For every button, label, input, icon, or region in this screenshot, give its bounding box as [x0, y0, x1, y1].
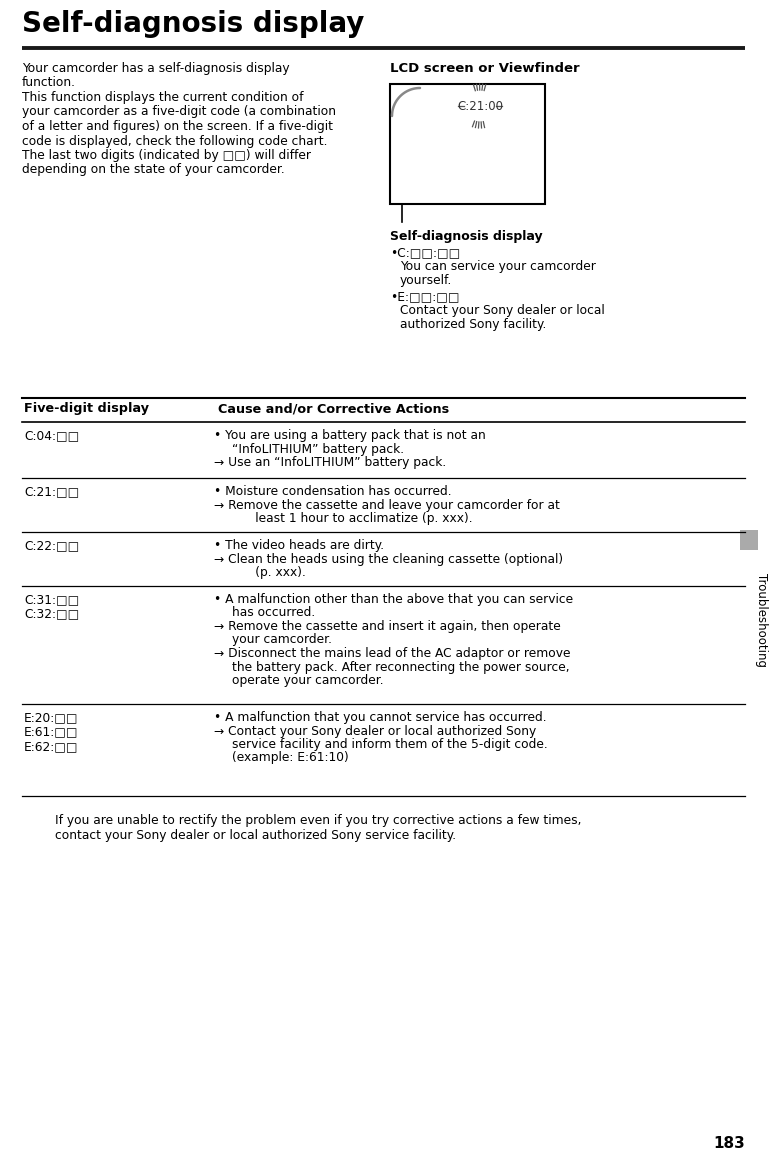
Text: • The video heads are dirty.: • The video heads are dirty.	[214, 539, 384, 552]
Text: your camcorder as a five-digit code (a combination: your camcorder as a five-digit code (a c…	[22, 105, 336, 119]
Text: The last two digits (indicated by □□) will differ: The last two digits (indicated by □□) wi…	[22, 149, 311, 162]
Text: has occurred.: has occurred.	[232, 607, 315, 620]
Text: → Contact your Sony dealer or local authorized Sony: → Contact your Sony dealer or local auth…	[214, 725, 536, 737]
Text: (p. xxx).: (p. xxx).	[232, 565, 306, 579]
Text: LCD screen or Viewfinder: LCD screen or Viewfinder	[390, 62, 580, 75]
Text: Troubleshooting: Troubleshooting	[755, 574, 769, 667]
Text: code is displayed, check the following code chart.: code is displayed, check the following c…	[22, 135, 328, 148]
Text: C:32:□□: C:32:□□	[24, 607, 79, 621]
Text: C:21:00: C:21:00	[457, 100, 503, 113]
Text: Your camcorder has a self-diagnosis display: Your camcorder has a self-diagnosis disp…	[22, 62, 289, 75]
Text: E:62:□□: E:62:□□	[24, 740, 79, 754]
Text: → Clean the heads using the cleaning cassette (optional): → Clean the heads using the cleaning cas…	[214, 553, 563, 565]
Text: You can service your camcorder: You can service your camcorder	[400, 260, 596, 273]
Bar	[390, 84, 545, 204]
Text: If you are unable to rectify the problem even if you try corrective actions a fe: If you are unable to rectify the problem…	[55, 814, 581, 827]
Text: Five-digit display: Five-digit display	[24, 402, 149, 415]
Text: • You are using a battery pack that is not an: • You are using a battery pack that is n…	[214, 429, 485, 442]
Text: operate your camcorder.: operate your camcorder.	[232, 674, 384, 687]
Text: Self-diagnosis display: Self-diagnosis display	[390, 230, 542, 243]
Text: → Use an “InfoLITHIUM” battery pack.: → Use an “InfoLITHIUM” battery pack.	[214, 456, 447, 469]
Text: 183: 183	[713, 1136, 745, 1151]
Text: “InfoLITHIUM” battery pack.: “InfoLITHIUM” battery pack.	[232, 442, 404, 456]
Text: C:31:□□: C:31:□□	[24, 593, 79, 606]
Text: •E:□□:□□: •E:□□:□□	[390, 290, 460, 304]
Text: (example: E:61:10): (example: E:61:10)	[232, 751, 349, 764]
Text: authorized Sony facility.: authorized Sony facility.	[400, 319, 546, 331]
Text: C:22:□□: C:22:□□	[24, 539, 79, 552]
Text: Contact your Sony dealer or local: Contact your Sony dealer or local	[400, 304, 605, 317]
Text: least 1 hour to acclimatize (p. xxx).: least 1 hour to acclimatize (p. xxx).	[232, 512, 472, 525]
Text: → Remove the cassette and leave your camcorder for at: → Remove the cassette and leave your cam…	[214, 499, 560, 511]
Text: C:21:□□: C:21:□□	[24, 485, 79, 499]
Text: • A malfunction other than the above that you can service: • A malfunction other than the above tha…	[214, 593, 573, 606]
Text: → Remove the cassette and insert it again, then operate: → Remove the cassette and insert it agai…	[214, 620, 561, 634]
Text: yourself.: yourself.	[400, 273, 452, 287]
Text: C:04:□□: C:04:□□	[24, 429, 79, 442]
Text: This function displays the current condition of: This function displays the current condi…	[22, 91, 303, 104]
Text: → Disconnect the mains lead of the AC adaptor or remove: → Disconnect the mains lead of the AC ad…	[214, 647, 570, 660]
Bar	[740, 530, 758, 550]
Text: •C:□□:□□: •C:□□:□□	[390, 246, 461, 258]
Text: Cause and/or Corrective Actions: Cause and/or Corrective Actions	[218, 402, 449, 415]
Text: your camcorder.: your camcorder.	[232, 634, 332, 646]
Text: of a letter and figures) on the screen. If a five-digit: of a letter and figures) on the screen. …	[22, 120, 333, 133]
Text: depending on the state of your camcorder.: depending on the state of your camcorder…	[22, 164, 285, 177]
Text: • Moisture condensation has occurred.: • Moisture condensation has occurred.	[214, 485, 451, 499]
Text: E:61:□□: E:61:□□	[24, 726, 79, 739]
Text: service facility and inform them of the 5-digit code.: service facility and inform them of the …	[232, 739, 548, 751]
Text: Self-diagnosis display: Self-diagnosis display	[22, 10, 364, 38]
Text: function.: function.	[22, 76, 76, 90]
Text: contact your Sony dealer or local authorized Sony service facility.: contact your Sony dealer or local author…	[55, 829, 456, 841]
Text: the battery pack. After reconnecting the power source,: the battery pack. After reconnecting the…	[232, 660, 569, 674]
Text: • A malfunction that you cannot service has occurred.: • A malfunction that you cannot service …	[214, 711, 547, 724]
Text: E:20:□□: E:20:□□	[24, 711, 79, 724]
